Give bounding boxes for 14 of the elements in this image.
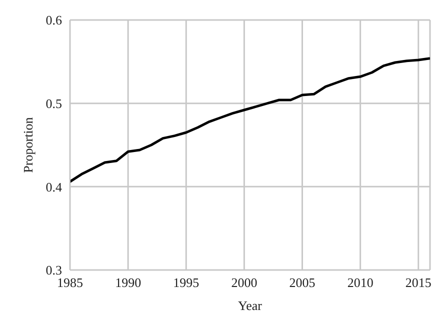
- x-tick-label: 2005: [289, 275, 316, 290]
- x-axis-title: Year: [238, 298, 263, 313]
- y-tick-label: 0.4: [46, 179, 62, 194]
- x-tick-label: 2015: [405, 275, 432, 290]
- y-tick-label: 0.5: [46, 96, 62, 111]
- line-series: [70, 57, 430, 183]
- y-tick-label: 0.6: [46, 12, 62, 28]
- x-tick-label: 1985: [57, 275, 83, 290]
- x-tick-label: 1995: [173, 275, 200, 290]
- x-tick-label: 2010: [347, 275, 374, 290]
- x-tick-label: 1990: [115, 275, 142, 290]
- y-tick-label: 0.3: [46, 262, 62, 278]
- x-tick-label: 2000: [231, 275, 258, 290]
- y-axis-title: Proportion: [20, 116, 36, 173]
